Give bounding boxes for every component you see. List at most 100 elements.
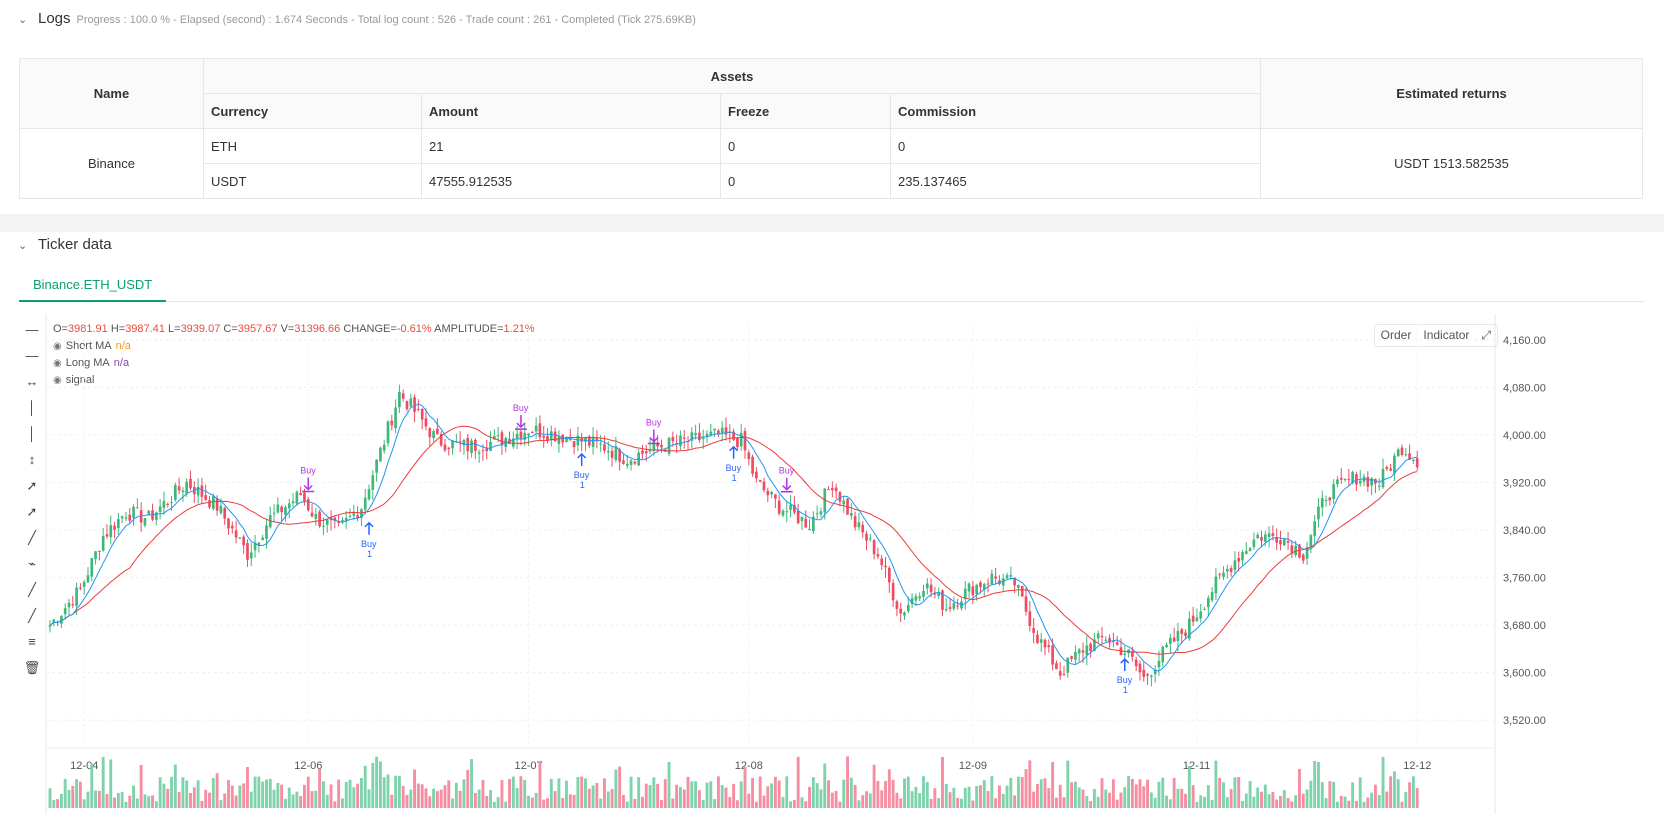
candle-body (819, 511, 823, 515)
candle-body (967, 583, 971, 592)
volume-bar (1362, 801, 1366, 808)
amount-cell: 21 (421, 128, 721, 164)
eye-icon[interactable]: ◉ (53, 374, 62, 386)
volume-bar (306, 776, 310, 808)
volume-bar (819, 789, 823, 808)
candle-body (918, 596, 922, 599)
volume-bar (804, 801, 808, 808)
volume-bar (1161, 777, 1165, 808)
chevron-down-icon[interactable]: ⌄ (18, 240, 28, 252)
fib-levels-icon[interactable]: ≡ (28, 634, 36, 649)
indicator-button[interactable]: Indicator (1423, 328, 1470, 342)
legend-long-ma[interactable]: ◉ Long MA n/a (53, 357, 130, 369)
volume-bar (473, 792, 477, 808)
candle-body (751, 456, 754, 474)
candle-body (356, 515, 359, 519)
fibonacci-icon[interactable]: ╱ (28, 608, 36, 623)
volume-bar (52, 799, 56, 808)
tab-binance-eth-usdt[interactable]: Binance.ETH_USDT (19, 268, 167, 302)
volume-bar (1332, 781, 1336, 808)
buy-arrow-up (577, 452, 587, 466)
parallel-channel-icon[interactable]: ╱ (28, 582, 36, 597)
buy-label: Buy (361, 539, 377, 549)
candle-body (956, 605, 959, 607)
x-tick-label: 12-07 (515, 760, 543, 772)
vertical-line-icon[interactable]: │ (27, 400, 37, 415)
volume-bar (1187, 765, 1191, 808)
candle-body (166, 503, 170, 505)
candle-body (1165, 644, 1168, 648)
candle-body (60, 616, 63, 624)
volume-bar (1229, 788, 1233, 808)
candle-body (1225, 568, 1229, 572)
candle-body (1214, 576, 1218, 594)
horizontal-segment-icon[interactable]: ↔ (25, 374, 39, 389)
ticker-header[interactable]: ⌄ Ticker data (18, 236, 118, 253)
volume-bar (861, 795, 865, 808)
trend-line-icon[interactable]: ➚ (26, 478, 38, 493)
fullscreen-icon[interactable]: ⤢ (1481, 328, 1491, 342)
candle-body (132, 506, 135, 519)
volume-bar (1142, 786, 1146, 808)
volume-bar (705, 782, 709, 808)
candle-body (90, 558, 94, 577)
eye-icon[interactable]: ◉ (53, 357, 62, 369)
candle-body (831, 488, 834, 491)
freeze-cell: 0 (720, 163, 891, 199)
volume-bar (1165, 795, 1168, 808)
open-value: 3981.91 (67, 323, 108, 335)
volume-bar (800, 797, 804, 808)
candle-body (98, 550, 101, 552)
candle-body (1028, 611, 1032, 627)
segment-line-icon[interactable]: ╱ (28, 530, 36, 545)
candle-body (1370, 478, 1373, 486)
volume-bar (1392, 771, 1396, 808)
volume-bar (1149, 792, 1153, 808)
logs-header[interactable]: ⌄ Logs Progress : 100.0 % - Elapsed (sec… (18, 10, 696, 27)
candle-body (922, 590, 925, 597)
volume-bar (295, 791, 299, 808)
volume-bar (789, 801, 793, 808)
candle-body (986, 583, 990, 585)
candle-body (758, 480, 762, 482)
legend-signal[interactable]: ◉ signal (53, 374, 95, 386)
chart-area[interactable]: — — ↔ │ │ ↕ ➚ ➚ ╱ ⌁ ╱ ╱ ≡ 🗑 O=3981.91 H=… (19, 314, 1645, 823)
volume-bar (1180, 788, 1184, 808)
candle-body (1077, 649, 1081, 654)
volume-bar (941, 756, 944, 808)
volume-bar (1085, 795, 1089, 808)
price-line-icon[interactable]: ⌁ (28, 556, 36, 571)
candle-body (458, 441, 462, 443)
volume-bar (416, 783, 420, 808)
candle-body (542, 435, 546, 438)
legend-short-ma[interactable]: ◉ Short MA n/a (53, 340, 131, 352)
candle-body (1081, 650, 1085, 653)
volume-bar (1024, 769, 1028, 808)
high-value: 3987.41 (125, 323, 165, 335)
ray-line-icon[interactable]: ➚ (26, 504, 38, 519)
volume-bar (713, 799, 717, 808)
chevron-down-icon[interactable]: ⌄ (18, 14, 28, 26)
volume-bar (500, 780, 504, 808)
candle-body (732, 431, 735, 440)
volume-bar (880, 790, 884, 808)
trash-icon[interactable]: 🗑 (23, 660, 41, 675)
candle-body (219, 505, 223, 513)
volume-bar (1066, 760, 1070, 808)
volume-bar (215, 773, 219, 808)
volume-bar (97, 790, 101, 808)
horizontal-ray-icon[interactable]: — (25, 348, 39, 363)
candle-body (82, 582, 86, 587)
volume-bar (1256, 787, 1260, 808)
horizontal-line-icon[interactable]: — (25, 322, 39, 337)
vertical-segment-icon[interactable]: ↕ (28, 452, 36, 467)
candle-body (671, 436, 675, 442)
candlestick-chart[interactable]: 4,160.00 4,080.00 4,000.00 3,920.00 3,840.00… (19, 314, 1645, 823)
candle-body (656, 442, 659, 447)
eye-icon[interactable]: ◉ (53, 340, 62, 352)
candle-body (762, 481, 766, 491)
vertical-ray-icon[interactable]: │ (27, 426, 37, 441)
order-button[interactable]: Order (1380, 328, 1412, 342)
volume-bar (933, 788, 937, 808)
candle-body (622, 460, 625, 464)
